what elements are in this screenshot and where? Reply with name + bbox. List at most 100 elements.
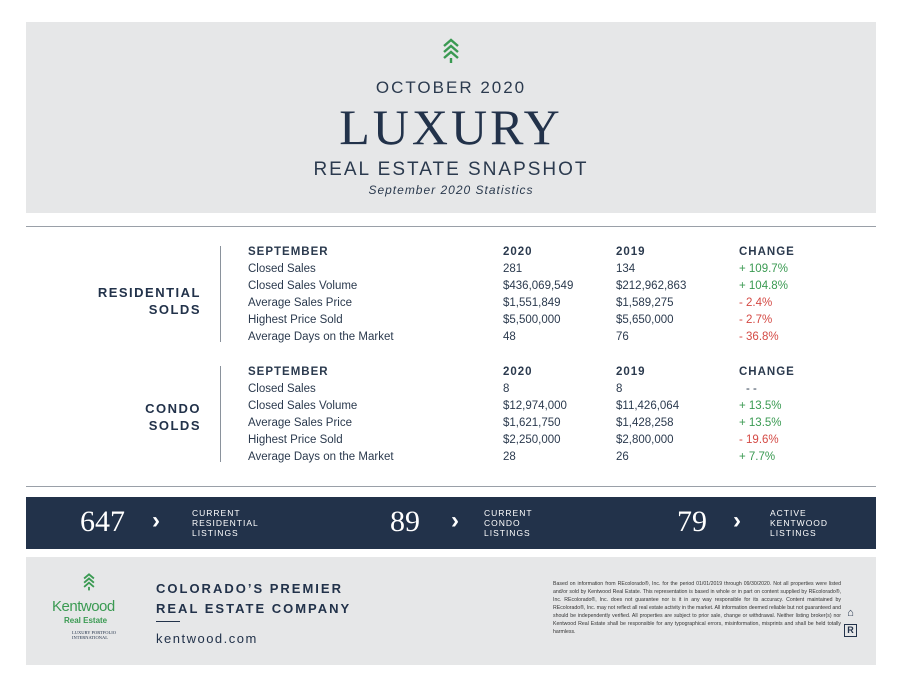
- condo-table-header: SEPTEMBER 2020 2019 CHANGE: [248, 366, 848, 383]
- value-2019: 76: [616, 331, 629, 343]
- condo-label-line1: CONDO: [145, 401, 201, 416]
- listing-label: ACTIVE KENTWOOD LISTINGS: [770, 508, 860, 538]
- value-2019: $5,650,000: [616, 314, 674, 326]
- change-value: - 19.6%: [739, 434, 779, 446]
- residential-label-line2: SOLDS: [148, 302, 201, 317]
- value-2019: 8: [616, 383, 623, 395]
- value-2019: $1,589,275: [616, 297, 674, 309]
- metric-label: Closed Sales Volume: [248, 280, 358, 292]
- lpi-logo: LUXURY PORTFOLIO INTERNATIONAL: [72, 630, 116, 640]
- table-row: Closed Sales Volume $12,974,000 $11,426,…: [248, 400, 848, 417]
- kentwood-logo-sub: Real Estate: [64, 616, 108, 625]
- change-value: - 2.4%: [739, 297, 773, 309]
- value-2019: $11,426,064: [616, 400, 680, 412]
- metric-label: Closed Sales Volume: [248, 400, 358, 412]
- column-header: 2020: [503, 366, 533, 378]
- value-2020: 48: [503, 331, 516, 343]
- change-value: + 13.5%: [739, 400, 782, 412]
- report-month: OCTOBER 2020: [375, 78, 527, 97]
- chevron-right-icon: ›: [733, 507, 741, 534]
- listing-count: 79: [677, 505, 707, 538]
- table-row: Closed Sales Volume $436,069,549 $212,96…: [248, 280, 848, 297]
- listing-label-line: CURRENT: [192, 508, 241, 518]
- chevron-right-icon: ›: [451, 507, 459, 534]
- divider: [156, 621, 180, 622]
- equal-housing-icon: ⌂: [847, 607, 854, 619]
- metric-label: Closed Sales: [248, 263, 316, 275]
- value-2019: 26: [616, 451, 629, 463]
- metric-label: Highest Price Sold: [248, 434, 343, 446]
- stats-period: September 2020 Statistics: [368, 183, 534, 197]
- metric-label: Average Sales Price: [248, 417, 352, 429]
- divider: [26, 486, 876, 487]
- listing-label-line: ACTIVE: [770, 508, 807, 518]
- column-header: CHANGE: [739, 366, 795, 378]
- change-value: - 2.7%: [739, 314, 773, 326]
- change-value: + 7.7%: [739, 451, 776, 463]
- condo-section-label: CONDO SOLDS: [60, 400, 201, 434]
- tree-logo-icon: [443, 38, 459, 63]
- listing-label-line: CURRENT: [484, 508, 533, 518]
- listing-count: 89: [390, 505, 420, 538]
- value-2020: $436,069,549: [503, 280, 574, 292]
- table-row: Average Days on the Market 48 76 - 36.8%: [248, 331, 848, 348]
- column-header: 2019: [616, 246, 646, 258]
- value-2020: $1,621,750: [503, 417, 561, 429]
- listing-label-line: LISTINGS: [770, 528, 817, 538]
- metric-label: Average Days on the Market: [248, 451, 394, 463]
- value-2020: $12,974,000: [503, 400, 567, 412]
- value-2020: $1,551,849: [503, 297, 561, 309]
- residential-section-label: RESIDENTIAL SOLDS: [60, 284, 201, 318]
- kentwood-logo: Kentwood: [52, 598, 115, 615]
- table-row: Closed Sales 8 8 - -: [248, 383, 848, 400]
- change-value: + 109.7%: [739, 263, 788, 275]
- listing-label-line: RESIDENTIAL: [192, 518, 259, 528]
- condo-label-line2: SOLDS: [148, 418, 201, 433]
- value-2020: 28: [503, 451, 516, 463]
- listing-label-line: CONDO: [484, 518, 521, 528]
- disclaimer: Based on information from REcolorado®, I…: [553, 581, 841, 635]
- tagline: COLORADO’S PREMIER REAL ESTATE COMPANY: [156, 579, 351, 619]
- table-row: Average Sales Price $1,551,849 $1,589,27…: [248, 297, 848, 314]
- value-2019: $212,962,863: [616, 280, 687, 292]
- website-link[interactable]: kentwood.com: [156, 631, 258, 646]
- hero-panel: OCTOBER 2020 LUXURY REAL ESTATE SNAPSHOT…: [26, 22, 876, 213]
- change-value: + 104.8%: [739, 280, 788, 292]
- value-2020: $5,500,000: [503, 314, 561, 326]
- column-header: 2020: [503, 246, 533, 258]
- residential-table-header: SEPTEMBER 2020 2019 CHANGE: [248, 246, 848, 263]
- table-row: Highest Price Sold $2,250,000 $2,800,000…: [248, 434, 848, 451]
- listings-banner: 647 › CURRENT RESIDENTIAL LISTINGS 89 › CU…: [26, 497, 876, 549]
- listing-label-line: KENTWOOD: [770, 518, 829, 528]
- chevron-right-icon: ›: [152, 507, 160, 534]
- divider: [26, 226, 876, 227]
- value-2019: 134: [616, 263, 636, 275]
- change-value: - -: [746, 383, 757, 395]
- listing-label: CURRENT RESIDENTIAL LISTINGS: [192, 508, 282, 538]
- footer: Kentwood Real Estate LUXURY PORTFOLIO IN…: [26, 557, 876, 665]
- value-2020: $2,250,000: [503, 434, 561, 446]
- table-row: Highest Price Sold $5,500,000 $5,650,000…: [248, 314, 848, 331]
- metric-label: Average Sales Price: [248, 297, 352, 309]
- metric-label: Highest Price Sold: [248, 314, 343, 326]
- residential-label-line1: RESIDENTIAL: [97, 285, 201, 300]
- listing-label-line: LISTINGS: [192, 528, 239, 538]
- metric-label: Average Days on the Market: [248, 331, 394, 343]
- page-subtitle: REAL ESTATE SNAPSHOT: [313, 159, 589, 180]
- change-value: - 36.8%: [739, 331, 779, 343]
- listing-count: 647: [80, 505, 125, 538]
- page-title: LUXURY: [339, 99, 563, 155]
- divider: [220, 246, 221, 342]
- column-header: 2019: [616, 366, 646, 378]
- change-value: + 13.5%: [739, 417, 782, 429]
- listing-label: CURRENT CONDO LISTINGS: [484, 508, 574, 538]
- value-2020: 281: [503, 263, 523, 275]
- column-header: SEPTEMBER: [248, 246, 329, 258]
- metric-label: Closed Sales: [248, 383, 316, 395]
- table-row: Average Days on the Market 28 26 + 7.7%: [248, 451, 848, 468]
- kentwood-tree-icon: [83, 573, 95, 591]
- tagline-line1: COLORADO’S PREMIER: [156, 581, 343, 596]
- realtor-icon: R: [844, 624, 857, 637]
- table-row: Average Sales Price $1,621,750 $1,428,25…: [248, 417, 848, 434]
- table-row: Closed Sales 281 134 + 109.7%: [248, 263, 848, 280]
